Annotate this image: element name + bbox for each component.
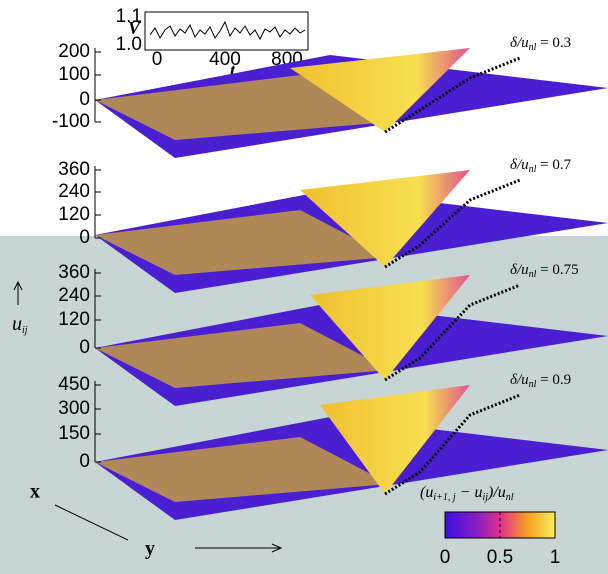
z-tick-label: 360 bbox=[58, 159, 90, 180]
surface-wedge bbox=[320, 385, 470, 494]
inset-frame bbox=[144, 11, 309, 51]
label-main: δ/u bbox=[510, 35, 529, 51]
cb-csub: nl bbox=[506, 492, 514, 503]
inset-xlabel: t bbox=[230, 60, 236, 80]
label-main: δ/u bbox=[510, 262, 529, 278]
label-main: δ/u bbox=[510, 157, 529, 173]
label-sub: nl bbox=[529, 269, 537, 280]
z-tick-label: 120 bbox=[58, 309, 90, 330]
u-axis-label: uij bbox=[12, 313, 28, 337]
z-tick-label: 150 bbox=[58, 423, 90, 444]
z-tick-label: 360 bbox=[58, 262, 90, 283]
x-arrow bbox=[54, 504, 129, 541]
colorbar-tick-label: 0 bbox=[440, 547, 451, 568]
z-tick-label: 450 bbox=[58, 374, 90, 395]
inset-line bbox=[149, 20, 306, 41]
z-tick-label: 0 bbox=[79, 89, 90, 110]
panel-label: δ/unl = 0.9 bbox=[510, 372, 571, 390]
inset-ytick: 1.1 bbox=[116, 6, 142, 27]
point-trail bbox=[384, 56, 521, 134]
colorbar-tick-label: 0.5 bbox=[487, 547, 513, 568]
surface-band bbox=[95, 323, 390, 388]
z-tick-label: 0 bbox=[79, 451, 90, 472]
panel-label: δ/unl = 0.3 bbox=[510, 35, 571, 53]
z-tick-label: -100 bbox=[52, 111, 90, 132]
inset-ylabel: V bbox=[128, 18, 142, 38]
cb-b: − u bbox=[456, 484, 483, 501]
surface-band bbox=[95, 210, 390, 275]
label-sub: nl bbox=[529, 42, 537, 53]
label-main: δ/u bbox=[510, 372, 529, 388]
label-sub: nl bbox=[529, 164, 537, 175]
u-arrowhead bbox=[13, 280, 23, 291]
surface-wedge bbox=[310, 275, 470, 380]
surface-band bbox=[95, 437, 390, 502]
z-tick-label: 240 bbox=[58, 285, 90, 306]
inset-xtick: 400 bbox=[209, 49, 241, 70]
u-sub: ij bbox=[22, 325, 28, 336]
cb-asub: i+1, j bbox=[433, 492, 456, 503]
label-rest: = 0.7 bbox=[536, 157, 571, 173]
u-main: u bbox=[12, 313, 22, 335]
surface-wedge bbox=[290, 48, 470, 132]
z-tick-label: 200 bbox=[58, 41, 90, 62]
z-tick-label: 100 bbox=[58, 64, 90, 85]
surface-band bbox=[95, 75, 390, 140]
colorbar-tick-label: 1 bbox=[550, 547, 561, 568]
surface-wedge bbox=[300, 170, 470, 267]
inset-ytick: 1.0 bbox=[116, 34, 142, 55]
y-arrowhead bbox=[271, 543, 283, 553]
label-rest: = 0.9 bbox=[536, 372, 571, 388]
y-axis-label: y bbox=[145, 538, 155, 560]
point-trail bbox=[384, 393, 521, 496]
x-axis-label: x bbox=[30, 481, 40, 503]
label-sub: nl bbox=[529, 379, 537, 390]
z-tick-label: 0 bbox=[79, 337, 90, 358]
cb-c: )/u bbox=[487, 484, 506, 501]
panel-label: δ/unl = 0.7 bbox=[510, 157, 572, 175]
label-rest: = 0.75 bbox=[536, 262, 578, 278]
point-trail bbox=[384, 283, 521, 382]
cb-bsub: ij bbox=[482, 492, 488, 503]
cb-a: (u bbox=[420, 484, 433, 501]
z-tick-label: 120 bbox=[58, 204, 90, 225]
z-tick-label: 300 bbox=[58, 398, 90, 419]
point-trail bbox=[384, 178, 521, 269]
inset-xtick: 0 bbox=[152, 49, 163, 70]
panel-label: δ/unl = 0.75 bbox=[510, 262, 579, 280]
z-tick-label: 0 bbox=[79, 227, 90, 248]
label-rest: = 0.3 bbox=[536, 35, 571, 51]
z-tick-label: 240 bbox=[58, 181, 90, 202]
colorbar-label: (ui+1, j − uij)/unl bbox=[420, 484, 514, 504]
